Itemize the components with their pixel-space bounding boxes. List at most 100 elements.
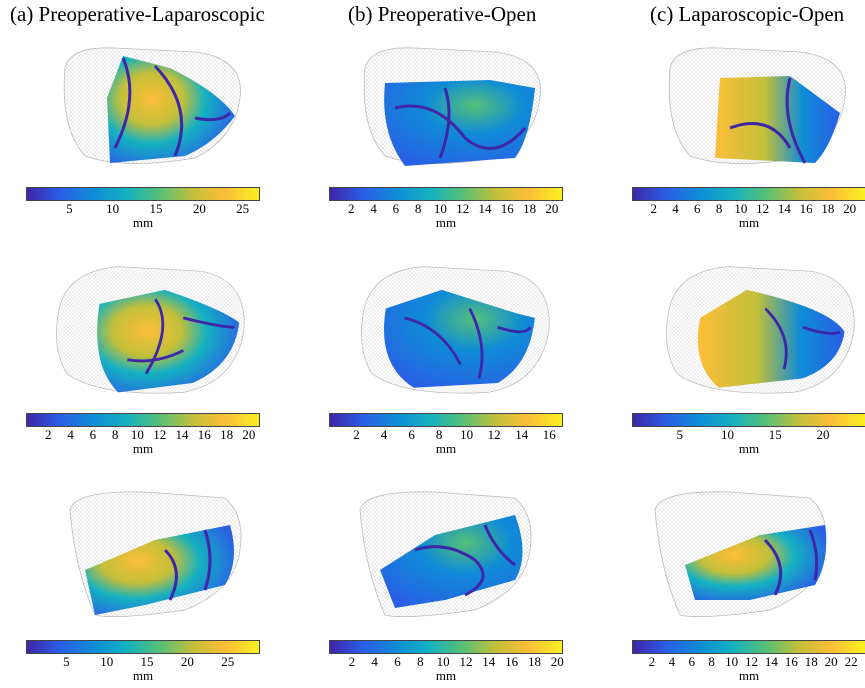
colorbar-ticks-r3c2: 2 4 6 8 10 12 14 16 18 20: [329, 654, 564, 669]
colorbar-tick-label: 12: [744, 654, 758, 669]
colorbar-tick-label: 14: [777, 201, 791, 216]
colorbar-tick-label: 12: [487, 427, 501, 442]
colorbar-tick-label: 10: [433, 201, 447, 216]
colorbar-tick-label: 12: [756, 201, 770, 216]
column-title-b: (b) Preoperative-Open: [348, 2, 537, 26]
colorbar-tick-label: 6: [89, 427, 97, 442]
colorbar-tick-label: 4: [672, 201, 679, 216]
colorbar-r1c1: [26, 187, 260, 201]
colorbar-tick-label: 22: [844, 654, 858, 669]
colorbar-tick-label: 10: [100, 654, 114, 669]
colorbar-tick-label: 16: [799, 201, 813, 216]
colorbar-tick-label: 20: [192, 201, 206, 216]
colorbar-r1c2: [329, 187, 563, 201]
colorbar-tick-label: 10: [725, 654, 739, 669]
colorbar-tick-label: 14: [515, 427, 529, 442]
colorbar-tick-label: 8: [435, 427, 443, 442]
colorbar-tick-label: 15: [768, 427, 782, 442]
colorbar-tick-label: 10: [106, 201, 120, 216]
colorbar-unit-label: mm: [132, 441, 154, 456]
colorbar-tick-label: 6: [408, 427, 415, 442]
colorbar-tick-label: 5: [676, 427, 684, 442]
liver-map-r1c1: [45, 38, 295, 173]
colorbar-tick-label: 14: [764, 654, 778, 669]
colorbar-unit-label: mm: [738, 441, 760, 456]
colorbar-unit-label: mm: [132, 215, 154, 230]
colorbar-tick-label: 14: [478, 201, 492, 216]
colorbar-tick-label: 6: [394, 654, 401, 669]
colorbar-r3c1: [26, 640, 260, 654]
colorbar-tick-label: 4: [370, 201, 377, 216]
colorbar-r1c3: [632, 187, 865, 201]
colorbar-tick-label: 2: [650, 201, 658, 216]
colorbar-tick-label: 2: [348, 654, 356, 669]
liver-map-r3c3: [640, 490, 865, 625]
colorbar-tick-label: 25: [221, 654, 235, 669]
liver-map-r2c2: [340, 262, 590, 397]
colorbar-tick-label: 10: [721, 427, 734, 442]
colorbar-unit-label: mm: [738, 668, 760, 683]
colorbar-tick-label: 15: [140, 654, 154, 669]
colorbar-tick-label: 2: [348, 201, 355, 216]
colorbar-tick-label: 8: [708, 654, 715, 669]
colorbar-tick-label: 2: [45, 427, 52, 442]
colorbar-tick-label: 6: [688, 654, 695, 669]
colorbar-r2c1: [26, 413, 260, 427]
colorbar-tick-label: 12: [153, 427, 167, 442]
colorbar-tick-label: 6: [392, 201, 400, 216]
colorbar-unit-label: mm: [738, 215, 760, 230]
colorbar-tick-label: 16: [784, 654, 798, 669]
colorbar-unit-label: mm: [435, 215, 457, 230]
colorbar-tick-label: 10: [436, 654, 450, 669]
colorbar-tick-label: 8: [111, 427, 119, 442]
colorbar-unit-label: mm: [435, 441, 457, 456]
liver-map-r1c3: [650, 38, 865, 173]
colorbar-tick-label: 20: [545, 201, 559, 216]
colorbar-tick-label: 18: [804, 654, 818, 669]
colorbar-tick-label: 25: [236, 201, 250, 216]
colorbar-tick-label: 16: [542, 427, 556, 442]
colorbar-r2c3: [632, 413, 865, 427]
column-title-c: (c) Laparoscopic-Open: [650, 2, 845, 26]
colorbar-tick-label: 8: [417, 654, 424, 669]
colorbar-tick-label: 10: [130, 427, 144, 442]
colorbar-tick-label: 10: [734, 201, 748, 216]
colorbar-r3c2: [329, 640, 563, 654]
colorbar-tick-label: 20: [843, 201, 857, 216]
liver-map-r1c2: [345, 38, 595, 173]
colorbar-ticks-r2c2: 2 4 6 8 10 12 14 16: [329, 427, 563, 442]
column-title-a: (a) Preoperative-Laparoscopic: [10, 2, 265, 26]
colorbar-tick-label: 15: [149, 201, 163, 216]
colorbar-tick-label: 18: [527, 654, 541, 669]
colorbar-tick-label: 14: [482, 654, 496, 669]
colorbar-tick-label: 4: [380, 427, 388, 442]
colorbar-tick-label: 16: [197, 427, 211, 442]
colorbar-tick-label: 20: [550, 654, 564, 669]
colorbar-tick-label: 8: [715, 201, 723, 216]
colorbar-tick-label: 16: [500, 201, 514, 216]
colorbar-tick-label: 18: [523, 201, 537, 216]
colorbar-tick-label: 4: [371, 654, 378, 669]
colorbar-r2c2: [329, 413, 563, 427]
colorbar-unit-label: mm: [435, 668, 457, 683]
colorbar-tick-label: 20: [242, 427, 256, 442]
colorbar-tick-label: 5: [63, 654, 70, 669]
colorbar-tick-label: 16: [505, 654, 519, 669]
colorbar-tick-label: 5: [66, 201, 73, 216]
colorbar-ticks-r2c3: 5 10 15 20: [632, 427, 865, 442]
colorbar-tick-label: 20: [816, 427, 830, 442]
colorbar-ticks-r1c1: 5 10 15 20 25: [26, 201, 260, 216]
colorbar-tick-label: 20: [824, 654, 838, 669]
colorbar-tick-label: 6: [694, 201, 701, 216]
colorbar-tick-label: 2: [353, 427, 360, 442]
liver-map-r2c1: [35, 262, 285, 397]
colorbar-tick-label: 8: [414, 201, 422, 216]
colorbar-tick-label: 4: [67, 427, 74, 442]
liver-map-r3c2: [345, 490, 595, 625]
colorbar-unit-label: mm: [132, 668, 154, 683]
colorbar-tick-label: 12: [456, 201, 470, 216]
colorbar-ticks-r1c2: 2 4 6 8 10 12 14 16 18 20: [329, 201, 563, 216]
colorbar-tick-label: 10: [460, 427, 474, 442]
colorbar-tick-label: 2: [648, 654, 656, 669]
colorbar-tick-label: 14: [175, 427, 189, 442]
